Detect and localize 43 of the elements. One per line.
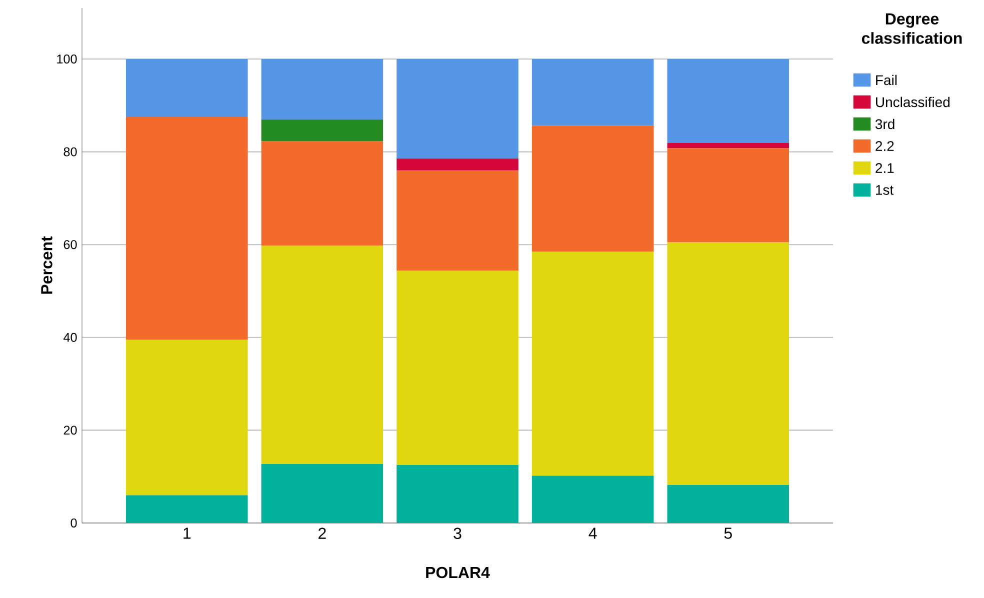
legend-title: Degree classification xyxy=(862,13,962,44)
bar xyxy=(261,119,384,142)
bar xyxy=(532,59,654,126)
bar xyxy=(396,270,518,465)
y-tick-label: 20 xyxy=(64,426,77,435)
bar xyxy=(261,246,384,464)
bar xyxy=(126,117,248,340)
x-tick-label: 4 xyxy=(588,528,597,539)
legend-label: 2.1 xyxy=(876,163,894,173)
bar xyxy=(126,495,248,523)
bar xyxy=(126,59,248,118)
y-tick-label: 0 xyxy=(70,518,77,528)
y-tick-label: 100 xyxy=(57,54,77,64)
bar xyxy=(667,143,790,148)
y-tick-label: 80 xyxy=(64,147,77,156)
legend-label: 2.2 xyxy=(876,141,894,151)
legend-label: 3rd xyxy=(875,118,894,130)
x-tick-label: 3 xyxy=(454,528,462,540)
x-axis-title: POLAR4 xyxy=(426,566,490,578)
bar xyxy=(667,148,790,242)
legend-label: Unclassified xyxy=(876,96,950,108)
legend-label: Fail xyxy=(876,74,897,86)
bar xyxy=(532,252,654,476)
x-tick-label: 5 xyxy=(724,528,732,539)
bar xyxy=(396,158,518,170)
bar xyxy=(261,141,384,246)
legend-label: 1st xyxy=(876,185,894,195)
bar xyxy=(532,125,654,252)
y-tick-label: 60 xyxy=(64,240,77,250)
bar xyxy=(667,59,790,143)
bar xyxy=(126,340,248,496)
bar xyxy=(261,59,384,120)
y-axis-title: Percent xyxy=(41,236,52,294)
bar xyxy=(667,484,790,523)
y-tick-label: 40 xyxy=(64,332,77,342)
x-tick-label: 1 xyxy=(184,528,191,539)
bar xyxy=(532,476,654,523)
bar xyxy=(396,170,518,271)
bar xyxy=(396,464,518,523)
bar xyxy=(667,242,790,485)
x-tick-label: 2 xyxy=(318,528,326,539)
bar xyxy=(261,464,384,523)
bar xyxy=(396,59,518,158)
